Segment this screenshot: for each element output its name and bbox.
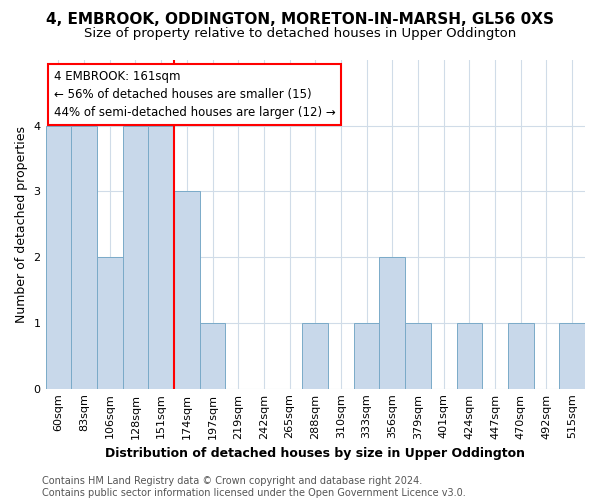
Bar — [174, 192, 200, 388]
X-axis label: Distribution of detached houses by size in Upper Oddington: Distribution of detached houses by size … — [105, 447, 525, 460]
Bar — [148, 126, 174, 388]
Bar — [200, 323, 226, 388]
Text: Size of property relative to detached houses in Upper Oddington: Size of property relative to detached ho… — [84, 28, 516, 40]
Bar — [379, 257, 405, 388]
Bar — [46, 126, 71, 388]
Bar — [97, 257, 122, 388]
Y-axis label: Number of detached properties: Number of detached properties — [15, 126, 28, 323]
Text: Contains HM Land Registry data © Crown copyright and database right 2024.
Contai: Contains HM Land Registry data © Crown c… — [42, 476, 466, 498]
Bar — [122, 126, 148, 388]
Bar — [457, 323, 482, 388]
Bar — [559, 323, 585, 388]
Bar — [71, 126, 97, 388]
Bar — [302, 323, 328, 388]
Bar — [354, 323, 379, 388]
Bar — [508, 323, 533, 388]
Text: 4 EMBROOK: 161sqm
← 56% of detached houses are smaller (15)
44% of semi-detached: 4 EMBROOK: 161sqm ← 56% of detached hous… — [53, 70, 335, 119]
Text: 4, EMBROOK, ODDINGTON, MORETON-IN-MARSH, GL56 0XS: 4, EMBROOK, ODDINGTON, MORETON-IN-MARSH,… — [46, 12, 554, 28]
Bar — [405, 323, 431, 388]
